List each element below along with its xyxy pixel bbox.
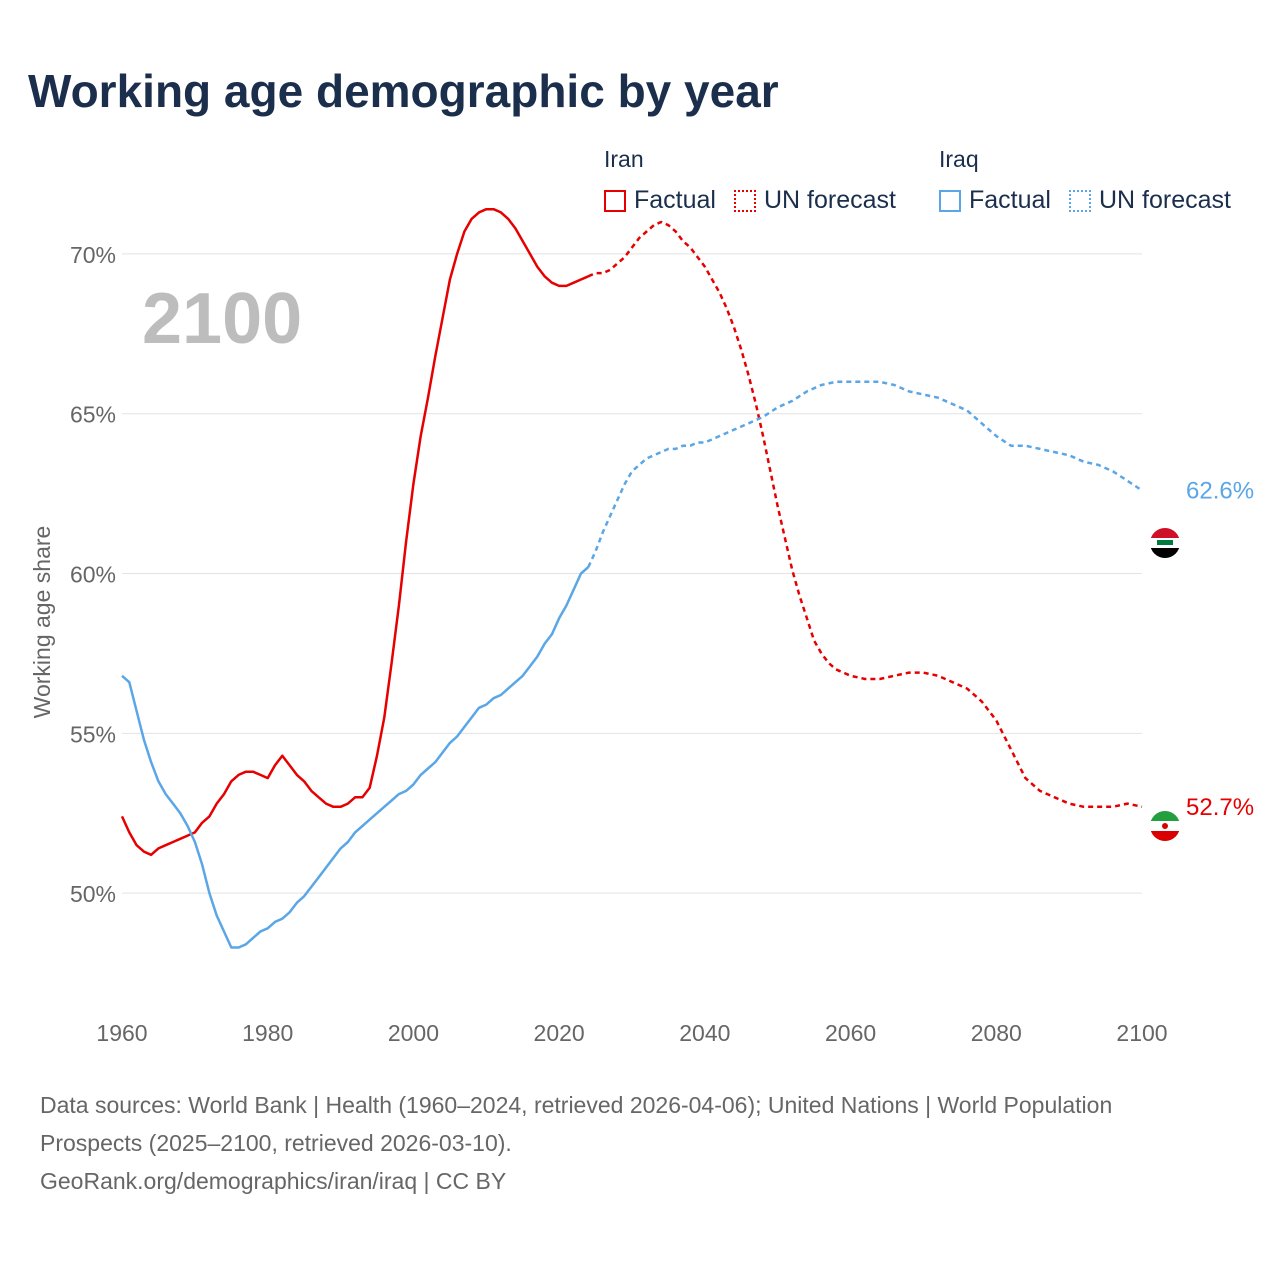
legend-group-iran: Iran Factual UN forecast xyxy=(604,142,914,215)
legend-item-iran-factual[interactable]: Factual xyxy=(604,186,716,215)
y-tick-label: 55% xyxy=(70,721,116,747)
legend-item-iraq-forecast[interactable]: UN forecast xyxy=(1068,186,1231,215)
line-chart: 2100 50% 55% 60% 65% 70% 1960 1980 2000 2020 2040… xyxy=(29,207,1254,1046)
y-tick-label: 65% xyxy=(70,402,116,428)
legend-group-iraq: Iraq Factual UN forecast xyxy=(939,142,1249,215)
iraq-flag-icon xyxy=(1150,528,1180,558)
x-tick-label: 2040 xyxy=(679,1020,730,1046)
legend-label: UN forecast xyxy=(1098,186,1231,214)
page-title: Working age demographic by year xyxy=(28,65,779,117)
legend-label: UN forecast xyxy=(763,186,896,214)
legend-group-name: Iran xyxy=(604,146,644,172)
x-tick-label: 2000 xyxy=(388,1020,439,1046)
axes: 50% 55% 60% 65% 70% 1960 1980 2000 2020 2040 2060 2… xyxy=(70,242,1168,1046)
y-tick-label: 70% xyxy=(70,242,116,268)
legend-item-iran-forecast[interactable]: UN forecast xyxy=(733,186,896,215)
iran-factual-line xyxy=(120,207,589,857)
x-tick-label: 2100 xyxy=(1116,1020,1167,1046)
y-tick-label: 50% xyxy=(70,881,116,907)
x-tick-label: 2020 xyxy=(534,1020,585,1046)
legend-item-iraq-factual[interactable]: Factual xyxy=(939,186,1051,215)
legend-swatch-dotted-icon xyxy=(733,189,756,212)
legend-label: Factual xyxy=(969,186,1051,214)
iran-flag-icon xyxy=(1150,811,1180,841)
y-axis-label: Working age share xyxy=(29,526,55,719)
iran-end-label: 52.7% xyxy=(1186,794,1254,821)
data-sources: Data sources: World Bank | Health (1960–… xyxy=(40,1092,1113,1156)
iran-forecast-line xyxy=(587,220,1143,809)
iraq-forecast-line xyxy=(587,380,1143,568)
year-watermark: 2100 xyxy=(142,279,302,359)
y-tick-label: 60% xyxy=(70,562,116,588)
legend-swatch-solid-icon xyxy=(939,189,961,212)
credit-link[interactable]: GeoRank.org/demographics/iran/iraq | CC … xyxy=(40,1168,507,1194)
legend-swatch-solid-icon xyxy=(604,189,626,212)
iraq-end-label: 62.6% xyxy=(1186,477,1254,504)
legend-group-name: Iraq xyxy=(939,146,979,172)
footer: Data sources: World Bank | Health (1960–… xyxy=(40,1086,1220,1200)
iraq-factual-line xyxy=(121,566,590,949)
gridlines xyxy=(122,253,1142,894)
legend-swatch-dotted-icon xyxy=(1068,189,1091,212)
legend-label: Factual xyxy=(634,186,716,214)
x-tick-label: 2060 xyxy=(825,1020,876,1046)
x-tick-label: 1980 xyxy=(242,1020,293,1046)
x-tick-label: 2080 xyxy=(971,1020,1022,1046)
x-tick-label: 1960 xyxy=(96,1020,147,1046)
series: 52.7% 62.6% xyxy=(120,207,1254,949)
